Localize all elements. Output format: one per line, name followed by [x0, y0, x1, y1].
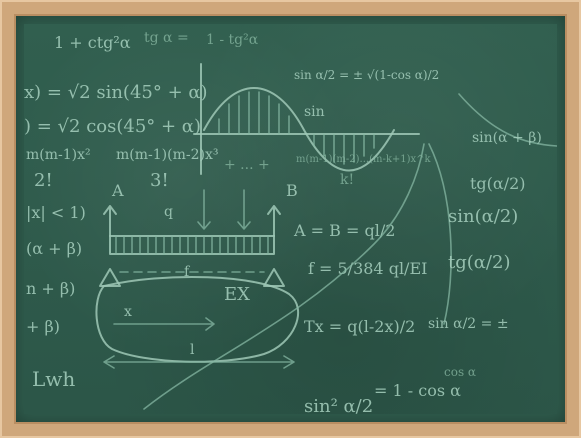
formula-2: tg α = [144, 30, 189, 46]
chalkboard: 1 + ctg²α tg α = 1 - tg²α x) = √2 sin(45… [24, 24, 557, 414]
formula-35: tg(α/2) [470, 174, 526, 193]
label-x: x [124, 304, 132, 320]
formula-6: m(m-1)x² [26, 147, 91, 163]
formula-36: sin(α/2) [448, 206, 518, 227]
formula-7: 2! [34, 170, 53, 191]
label-ex: EX [224, 284, 250, 305]
formula-22: n + β) [26, 279, 75, 298]
formula-29: sin α/2 = ± [428, 316, 509, 332]
formula-3: 1 - tg²α [206, 32, 259, 48]
right-arc [428, 143, 452, 325]
formula-19: A = B = ql/2 [293, 221, 395, 240]
label-a: A [111, 181, 124, 200]
formula-28: Tx = q(l-2x)/2 [304, 317, 415, 336]
beam-hatch [115, 235, 269, 255]
formula-10: + ... + [224, 157, 270, 173]
chalk-drawings: 1 + ctg²α tg α = 1 - tg²α x) = √2 sin(45… [24, 30, 557, 414]
formula-11: m(m-1)(m-2)...(m-k+1)x^k [296, 154, 432, 165]
formula-23: + β) [26, 317, 60, 336]
box-diagram [95, 275, 300, 363]
label-q: q [164, 204, 173, 220]
load-arrow-2 [237, 189, 251, 230]
reaction-arrow-left [103, 205, 117, 237]
arrow-x [113, 317, 215, 331]
formula-1: 1 + ctg²α [54, 33, 131, 52]
formula-21: (α + β) [26, 239, 82, 258]
formula-34: sin(α + β) [472, 130, 542, 146]
label-f: f [184, 264, 191, 280]
formula-33: = 1 - cos α [374, 381, 461, 400]
formula-5: ) = √2 cos(45° + α) [24, 116, 201, 137]
support-right [263, 268, 285, 287]
formula-13: sin α/2 = ± √(1-cos α)/2 [294, 68, 439, 82]
beam [109, 235, 275, 255]
formula-30: cos α [444, 365, 476, 379]
formula-4: x) = √2 sin(45° + α) [24, 82, 208, 103]
formula-37: tg(α/2) [448, 252, 510, 273]
arrow-l [103, 355, 295, 369]
sine-curve [203, 87, 395, 172]
load-arrow-1 [197, 189, 211, 230]
formula-32: sin² α/2 [304, 396, 373, 414]
formula-12: k! [340, 172, 354, 188]
label-b: B [286, 181, 298, 200]
formula-31: Lwh [32, 367, 75, 391]
formula-20: f = 5/384 ql/EI [308, 259, 427, 278]
sine-hatch-top [218, 91, 290, 135]
sweep-line [143, 143, 425, 410]
support-left [99, 268, 121, 287]
reaction-arrow-right [267, 205, 281, 237]
formula-8: m(m-1)(m-2)x³ [116, 147, 218, 163]
sine-hatch-bottom [313, 133, 375, 165]
right-curve [458, 93, 557, 147]
formula-15: |x| < 1) [26, 203, 86, 222]
label-l: l [190, 342, 195, 358]
formula-9: 3! [150, 170, 169, 191]
sine-label: sin [304, 104, 325, 120]
